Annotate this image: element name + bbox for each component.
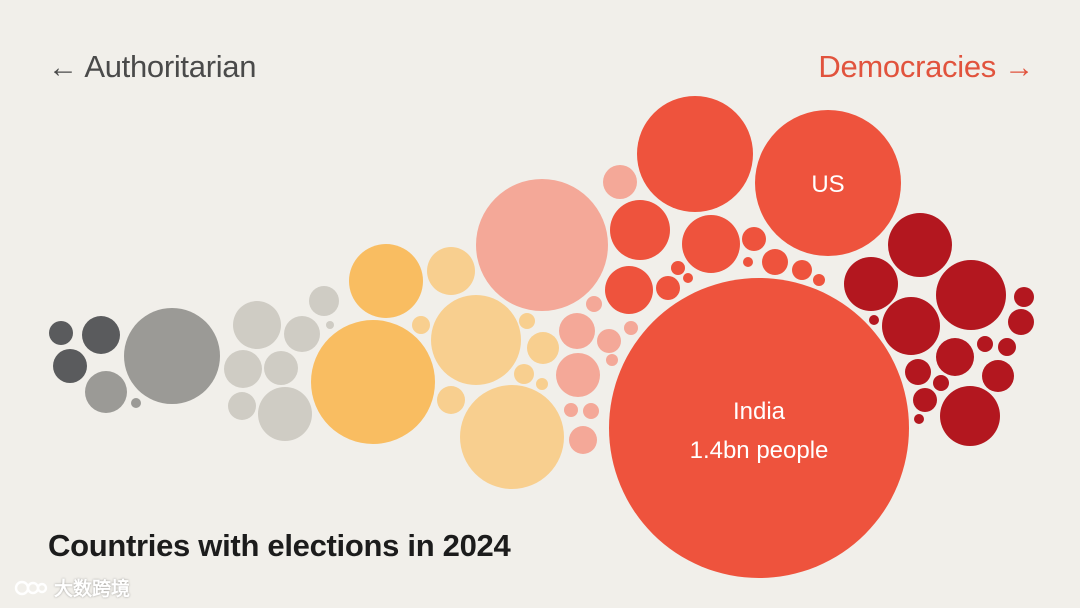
authoritarian-axis-label: ← Authoritarian [48, 46, 256, 89]
country-bubble-democracy-red [743, 257, 753, 267]
country-bubble-full-democracy-dark-red [936, 260, 1006, 330]
watermark-logo-icon [14, 580, 48, 595]
country-bubble-democracy-red [682, 215, 740, 273]
country-bubble-hybrid-light-grey [228, 392, 256, 420]
country-bubble-authoritarian-grey [85, 371, 127, 413]
watermark: 大数跨境 [14, 574, 130, 601]
country-bubble-democracy-red [742, 227, 766, 251]
country-bubble-democracy-red [656, 276, 680, 300]
country-bubble-democracy-pink [597, 329, 621, 353]
country-bubble-full-democracy-dark-red [998, 338, 1016, 356]
country-bubble-full-democracy-dark-red [977, 336, 993, 352]
country-bubble-full-democracy-dark-red [940, 386, 1000, 446]
arrow-right-icon: → [1004, 51, 1034, 84]
bubble-label-us: US [811, 171, 844, 198]
country-bubble-democracy-red [813, 274, 825, 286]
country-bubble-democracy-pink [569, 426, 597, 454]
country-bubble-full-democracy-dark-red [869, 315, 879, 325]
country-bubble-democracy-red [762, 249, 788, 275]
country-bubble-democracy-pink [606, 354, 618, 366]
country-bubble-flawed-light-orange [514, 364, 534, 384]
country-bubble-democracy-red [671, 261, 685, 275]
country-bubble-hybrid-light-grey [233, 301, 281, 349]
country-bubble-democracy-red [683, 273, 693, 283]
country-bubble-authoritarian-grey [131, 398, 141, 408]
country-bubble-democracy-red [610, 200, 670, 260]
country-bubble-full-democracy-dark-red [913, 388, 937, 412]
country-bubble-full-democracy-dark-red [1014, 287, 1034, 307]
country-bubble-democracy-pink [583, 403, 599, 419]
country-bubble-flawed-light-orange [527, 332, 559, 364]
country-bubble-flawed-orange [311, 320, 435, 444]
country-bubble-flawed-light-orange [460, 385, 564, 489]
bubble-label-india: India [733, 398, 786, 425]
country-bubble-full-democracy-dark-red [882, 297, 940, 355]
country-bubble-democracy-pink [564, 403, 578, 417]
country-bubble-democracy-pink [586, 296, 602, 312]
country-bubble-authoritarian-dark [49, 321, 73, 345]
democracies-axis-label: Democracies → [818, 46, 1034, 89]
country-bubble-flawed-light-orange [437, 386, 465, 414]
country-bubble-authoritarian-dark [53, 349, 87, 383]
country-bubble-flawed-orange [349, 244, 423, 318]
country-bubble-hybrid-light-grey [326, 321, 334, 329]
country-bubble-democracy-red [792, 260, 812, 280]
country-bubble-hybrid-light-grey [224, 350, 262, 388]
country-bubble-authoritarian-grey [124, 308, 220, 404]
authoritarian-label-text: Authoritarian [84, 49, 257, 84]
arrow-left-icon: ← [48, 51, 78, 84]
country-bubble-democracy-red [605, 266, 653, 314]
country-bubble-hybrid-light-grey [264, 351, 298, 385]
chart-title: Countries with elections in 2024 [48, 528, 511, 563]
country-bubble-democracy-red [637, 96, 753, 212]
country-bubble-democracy-pink [624, 321, 638, 335]
country-bubble-full-democracy-dark-red [1008, 309, 1034, 335]
country-bubble-authoritarian-dark [82, 316, 120, 354]
country-bubble-us [755, 110, 901, 256]
watermark-text: 大数跨境 [54, 579, 131, 600]
country-bubble-full-democracy-dark-red [982, 360, 1014, 392]
country-bubble-democracy-pink [603, 165, 637, 199]
country-bubble-full-democracy-dark-red [844, 257, 898, 311]
democracies-label-text: Democracies [818, 49, 996, 84]
country-bubble-flawed-light-orange [431, 295, 521, 385]
country-bubble-democracy-pink [476, 179, 608, 311]
country-bubble-hybrid-light-grey [258, 387, 312, 441]
country-bubble-full-democracy-dark-red [905, 359, 931, 385]
country-bubble-full-democracy-dark-red [936, 338, 974, 376]
country-bubble-democracy-pink [556, 353, 600, 397]
country-bubble-flawed-light-orange [412, 316, 430, 334]
country-bubble-hybrid-light-grey [284, 316, 320, 352]
country-bubble-india [609, 278, 909, 578]
country-bubble-flawed-light-orange [519, 313, 535, 329]
country-bubble-full-democracy-dark-red [933, 375, 949, 391]
country-bubble-democracy-pink [559, 313, 595, 349]
country-bubble-flawed-light-orange [427, 247, 475, 295]
country-bubble-full-democracy-dark-red [914, 414, 924, 424]
country-bubble-flawed-light-orange [536, 378, 548, 390]
country-bubble-full-democracy-dark-red [888, 213, 952, 277]
bubble-note-india: 1.4bn people [690, 437, 829, 464]
country-bubble-hybrid-light-grey [309, 286, 339, 316]
